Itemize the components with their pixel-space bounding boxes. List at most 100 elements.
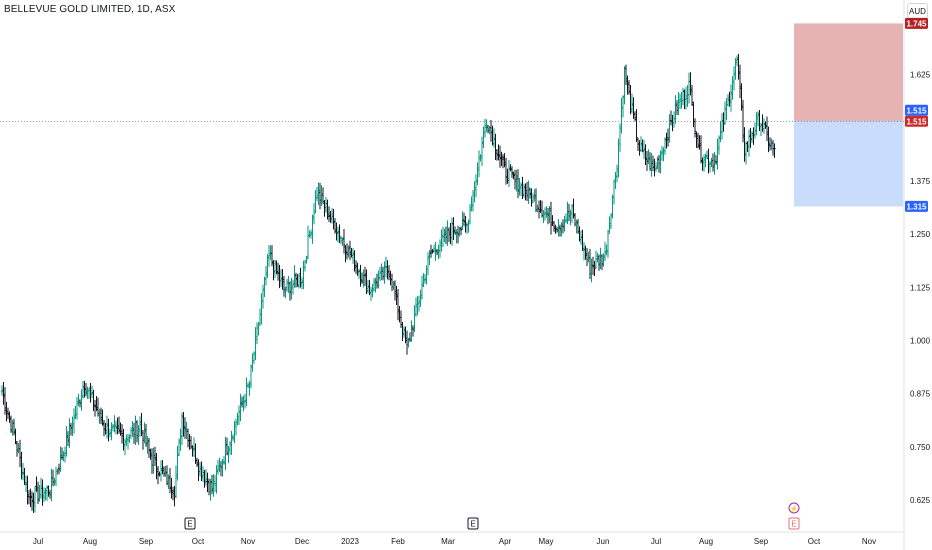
ohlc-bar [669,110,673,126]
ohlc-bar [764,121,767,129]
ohlc-bar [287,276,290,293]
ohlc-bar [26,475,29,505]
ohlc-bar [731,76,734,100]
ohlc-bar [494,133,497,160]
ohlc-bar [129,426,133,439]
ohlc-bar [599,247,602,270]
ohlc-bar [636,137,640,152]
ohlc-bar [87,387,91,400]
dividend-marker[interactable]: ⚡ [788,502,800,514]
ohlc-bar [440,229,443,252]
ohlc-bar [2,382,5,405]
ohlc-bar [167,474,170,489]
ohlc-bar [44,488,47,501]
ohlc-bar [581,229,584,251]
ohlc-bar [237,405,241,425]
ohlc-bar [564,213,568,224]
ohlc-bar [641,139,644,153]
ohlc-bar [308,230,311,238]
event-markers[interactable]: E E E ⚡ [184,502,800,530]
ohlc-bar [606,229,610,258]
ohlc-bar [36,481,40,505]
ohlc-bar [551,215,554,227]
ohlc-bar [179,428,182,451]
ohlc-bar [750,131,754,143]
ohlc-bar [110,422,113,441]
price-tick-label: 1.625 [910,70,931,79]
ohlc-bar [15,441,19,457]
stop-price-tag: 1.315 [905,200,928,212]
ohlc-bar [623,66,626,105]
ohlc-bar [186,428,190,448]
ohlc-bar [206,472,209,493]
long-position-tool[interactable] [794,23,903,207]
ohlc-bar [591,256,595,276]
ohlc-bar [35,476,38,492]
ohlc-bar [188,434,191,450]
ohlc-bar [354,260,358,274]
ohlc-bar [93,400,97,417]
ohlc-bar [153,446,157,466]
ohlc-bar [656,156,659,170]
time-tick-label: Nov [241,537,255,546]
ohlc-bar [699,135,703,164]
dividend-icon [788,502,800,514]
ohlc-bar [296,273,299,287]
price-tick-label: 0.875 [910,390,931,399]
ohlc-bar [212,474,215,497]
ohlc-bar [185,422,188,439]
ohlc-bar [392,280,395,291]
ohlc-bar [413,305,416,333]
ohlc-bar [210,474,214,494]
time-tick-label: Jun [597,537,610,546]
ohlc-bar [488,125,491,134]
ohlc-bar [18,439,22,468]
ohlc-bar [414,297,418,317]
ohlc-bar [224,436,227,471]
ohlc-bar [135,420,139,443]
ohlc-bar [563,215,566,232]
ohlc-bar [567,203,571,222]
ohlc-bar [476,162,479,185]
ohlc-bar [350,247,353,258]
ohlc-bar [242,395,245,412]
price-tick-label: 1.000 [910,336,931,345]
earnings-marker[interactable]: E [467,517,479,530]
ohlc-bar [765,116,769,142]
ohlc-bars [0,53,776,513]
ohlc-bar [596,252,599,263]
ohlc-bar [638,140,641,156]
ohlc-bar [645,150,649,171]
ohlc-bar [444,226,448,244]
ohlc-bar [585,247,589,267]
ohlc-bar [471,190,475,212]
ohlc-bar [483,119,487,138]
currency-button[interactable]: AUD [907,3,928,19]
ohlc-bar [717,135,721,155]
upcoming-earnings-marker[interactable]: E [788,517,800,530]
ohlc-bar [650,153,653,177]
ohlc-bar [569,209,572,226]
ohlc-bar [23,467,26,486]
ohlc-bar [332,208,335,230]
ohlc-bar [177,438,181,457]
ohlc-bar [195,457,199,467]
ohlc-bar [152,447,155,474]
current-price-tag-box [905,104,928,116]
ohlc-bar [378,266,382,282]
ohlc-bar [417,295,421,312]
ohlc-bar [395,285,398,306]
ohlc-bar [248,380,251,396]
ohlc-bar [456,225,460,244]
target-price-tag-box [905,17,928,29]
ohlc-bar [519,182,523,197]
ohlc-bar [410,320,413,342]
ohlc-bar [297,274,301,289]
ohlc-bar [648,152,652,171]
ohlc-bar [516,169,520,199]
ohlc-bar [464,215,467,233]
earnings-marker[interactable]: E [184,517,196,530]
entry-price-tag: 1.515 [905,115,928,127]
time-tick-label: Sep [139,537,154,546]
